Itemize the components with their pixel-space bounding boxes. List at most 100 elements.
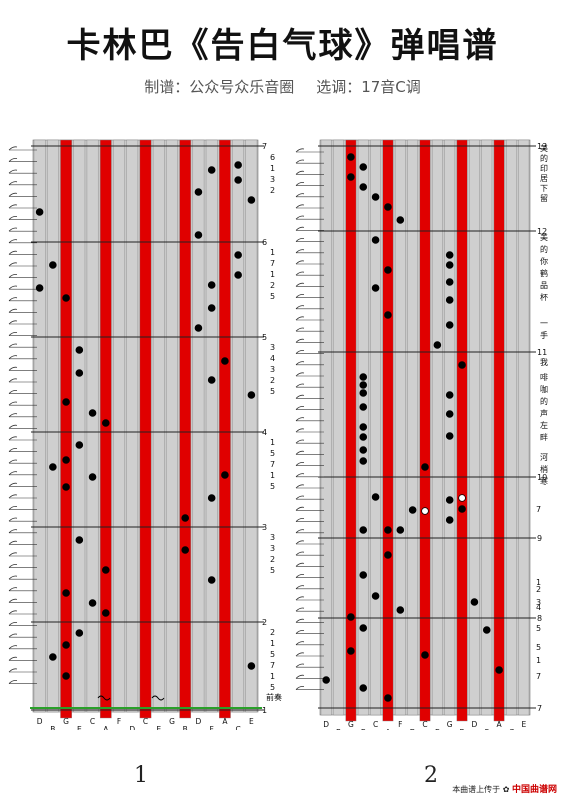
upload-footer: 本曲谱上传于 ✿ 中国曲谱网: [452, 782, 557, 795]
p1-flag-40: [8, 610, 18, 615]
p2-note-4: [371, 193, 380, 201]
p2-lyric-7: 的: [540, 244, 548, 254]
p2-flag-16: [295, 327, 305, 332]
p2-flag-32: [295, 506, 305, 511]
p1-flag-16: [8, 332, 18, 336]
p2-lyric-21: 河: [540, 452, 548, 462]
p1-note-35: [62, 589, 70, 597]
p2-flag-41: [295, 607, 305, 612]
p2-note-1: [359, 163, 368, 171]
p1-side-num-5-2: 5: [270, 650, 275, 659]
p2-note-50: [322, 676, 330, 684]
p2-lyric-1: 的: [540, 153, 548, 163]
p2-key-11: [456, 139, 468, 722]
p1-note-39: [62, 641, 70, 649]
p1-key-9: [152, 139, 165, 713]
p2-side-num-2: 2: [536, 585, 541, 594]
p1-side-num-2-2: 3: [270, 365, 275, 374]
p2-lyric-12: 一: [540, 319, 548, 328]
p1-note-20: [62, 398, 70, 406]
p2-key-label-4: C: [373, 720, 378, 729]
p2-key-16: [518, 139, 530, 716]
p2-note-40: [384, 551, 392, 559]
p2-lyric-2: 印: [540, 164, 548, 173]
p2-key-label-9: E: [435, 728, 440, 730]
p1-flag-36: [8, 564, 18, 568]
page-number-1: 1: [134, 763, 148, 788]
p1-note-33: [101, 566, 110, 574]
p2-key-10: [444, 139, 456, 716]
p2-flag-31: [295, 495, 305, 500]
p1-side-num-5-3: 7: [270, 661, 275, 670]
p1-flag-22: [8, 401, 18, 406]
p1-flag-27: [8, 459, 18, 464]
p2-note-35: [445, 496, 454, 504]
sheet-title: 卡林巴《告白气球》弹唱谱: [66, 26, 499, 66]
p2-note-21: [359, 403, 368, 411]
p2-note-11: [445, 278, 454, 286]
p2-flag-35: [295, 540, 305, 545]
p1-note-36: [88, 599, 97, 607]
p2-note-52: [495, 666, 503, 674]
p2-side-num-8: 7: [536, 672, 541, 681]
p2-flag-9: [295, 249, 305, 254]
p1-note-9: [234, 271, 242, 279]
footer-text: 本曲谱上传于: [452, 785, 501, 794]
p2-flag-42: [295, 618, 305, 623]
p2-key-9: [431, 139, 443, 716]
p1-note-0: [234, 161, 242, 169]
p2-flag-19: [295, 361, 305, 366]
p1-side-num-5-1: 1: [270, 639, 275, 648]
p2-note-37: [458, 494, 466, 502]
p1-measure-label-6: 1: [262, 706, 267, 715]
p2-flag-24: [295, 417, 305, 422]
p1-flag-39: [8, 598, 18, 603]
p2-flag-29: [295, 473, 305, 478]
p2-key-15: [506, 139, 517, 716]
p1-note-40: [49, 653, 57, 661]
p2-key-label-3: E: [361, 728, 366, 730]
p1-note-31: [75, 536, 84, 544]
p1-key-label-1: B: [50, 725, 55, 730]
p1-flag-3: [8, 181, 18, 186]
p2-key-label-0: D: [323, 720, 329, 729]
p2-note-53: [384, 694, 392, 702]
p2-flag-3: [295, 182, 305, 186]
p2-side-num-5: 5: [536, 624, 541, 633]
p2-flag-36: [295, 551, 305, 556]
p1-note-23: [75, 441, 84, 449]
p1-side-num-3-0: 1: [270, 438, 275, 447]
p1-side-num-4-3: 5: [270, 566, 275, 575]
p2-flag-46: [295, 663, 305, 668]
p1-flag-6: [8, 216, 18, 220]
p1-flag-32: [8, 517, 18, 522]
p1-side-num-1-2: 1: [270, 270, 275, 279]
p2-flag-38: [295, 574, 305, 578]
p2-note-16: [433, 341, 442, 349]
p2-note-44: [482, 626, 491, 634]
p2-flag-12: [295, 282, 305, 287]
p1-measure-label-5: 2: [262, 618, 267, 627]
p2-lyric-14: 我: [540, 357, 548, 367]
p1-side-num-2-3: 2: [270, 376, 275, 385]
p1-note-25: [49, 463, 57, 471]
p2-note-49: [421, 651, 429, 659]
p2-flag-25: [295, 428, 305, 433]
p2-note-47: [359, 624, 368, 632]
p2-flag-6: [295, 215, 305, 220]
p1-note-26: [88, 473, 97, 481]
p2-flag-48: [295, 686, 305, 690]
key-info: 选调：17音C调: [316, 78, 421, 96]
p1-flag-41: [8, 622, 18, 626]
p2-flag-13: [295, 294, 305, 298]
p2-flag-26: [295, 439, 305, 444]
p1-key-label-11: B: [183, 725, 188, 730]
p2-note-3: [359, 183, 368, 191]
p1-flag-10: [8, 262, 18, 267]
p1-key-2: [60, 139, 72, 719]
p1-flag-28: [8, 471, 18, 476]
p2-note-9: [445, 261, 454, 269]
p1-note-38: [75, 629, 84, 637]
p1-key-label-3: E: [77, 725, 82, 730]
p1-flag-19: [8, 366, 18, 371]
